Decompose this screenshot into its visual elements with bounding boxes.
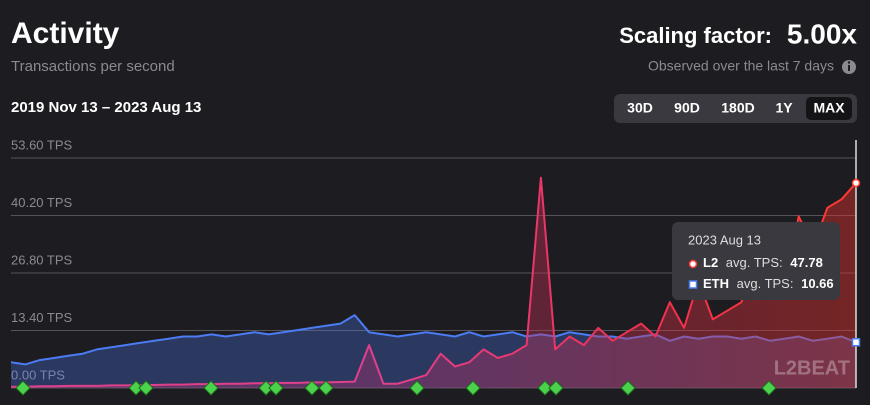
range-button[interactable]: 1Y (775, 100, 793, 116)
info-icon-bar (848, 65, 850, 71)
milestone[interactable] (15, 380, 31, 396)
milestones (15, 380, 777, 396)
subtitle: Transactions per second (11, 58, 175, 75)
milestone[interactable] (409, 380, 425, 396)
range-button[interactable]: MAX (813, 100, 845, 116)
info-icon-dot (847, 61, 851, 64)
tooltip-l2-marker (688, 259, 698, 269)
milestone[interactable] (548, 380, 564, 396)
range-button-selected[interactable] (806, 97, 852, 120)
milestone[interactable] (304, 380, 320, 396)
milestone[interactable] (620, 380, 636, 396)
milestone[interactable] (138, 380, 154, 396)
tooltip-value: 47.78 (790, 255, 823, 270)
hover-point (851, 178, 861, 188)
milestone[interactable] (318, 380, 334, 396)
plot: 0.00 TPS 13.40 TPS 26.80 TPS 40.20 TPS 53.60… (10, 137, 861, 389)
series-area (11, 177, 856, 388)
series-line (11, 176, 857, 388)
range-button[interactable]: 30D (627, 100, 653, 116)
title: Activity (11, 17, 120, 50)
range-button[interactable]: 90D (674, 100, 700, 116)
tooltip-box (672, 222, 840, 300)
observed-note: Observed over the last 7 days (648, 58, 834, 74)
y-tick-label: 26.80 TPS (11, 252, 73, 267)
y-tick-label: 0.00 TPS (11, 367, 65, 382)
tooltip-l2: L2 avg. TPS: 47.78 (703, 255, 823, 270)
range-button[interactable]: 180D (721, 100, 754, 116)
milestone[interactable] (465, 380, 481, 396)
tooltip: 2023 Aug 13 L2 avg. TPS: 47.78 ETH avg. … (672, 222, 840, 300)
watermark: L2BEAT (774, 357, 850, 379)
range-selector (614, 94, 857, 123)
milestone[interactable] (761, 380, 777, 396)
y-tick-label: 13.40 TPS (11, 310, 73, 325)
date-range: 2019 Nov 13 – 2023 Aug 13 (11, 99, 201, 116)
scaling-label: Scaling factor: (619, 23, 772, 48)
series-name: ETH (703, 276, 729, 291)
scaling-value: 5.00x (787, 18, 857, 49)
tooltip-date: 2023 Aug 13 (688, 232, 761, 247)
hover-point (851, 338, 861, 347)
series-name: L2 (703, 255, 718, 270)
y-tick-label: 40.20 TPS (11, 195, 73, 210)
tooltip-suffix: avg. TPS: (737, 276, 794, 291)
tooltip-eth-marker (688, 280, 698, 289)
milestone[interactable] (537, 380, 553, 396)
tooltip-suffix: avg. TPS: (726, 255, 783, 270)
milestone[interactable] (268, 380, 284, 396)
y-tick-label: 53.60 TPS (11, 137, 73, 152)
milestone[interactable] (203, 380, 219, 396)
tooltip-value: 10.66 (801, 276, 834, 291)
tooltip-eth: ETH avg. TPS: 10.66 (703, 276, 834, 291)
